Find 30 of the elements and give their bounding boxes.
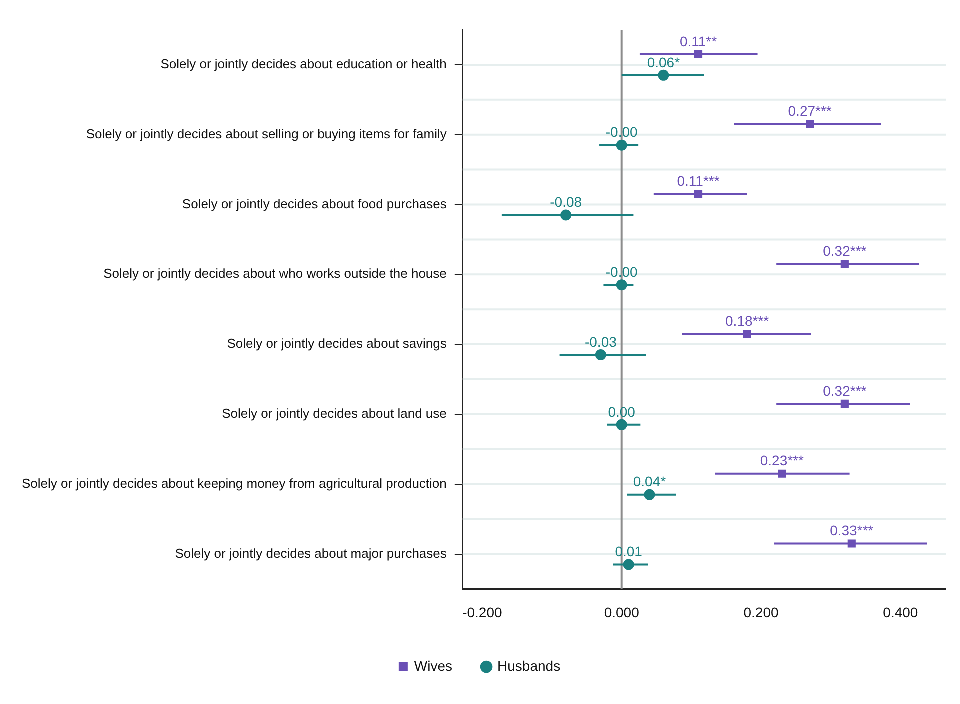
x-tick-label: 0.400	[883, 604, 918, 620]
y-tick-label: Solely or jointly decides about savings	[227, 336, 448, 352]
data-label: 0.01	[615, 544, 643, 560]
data-label: 0.32***	[823, 243, 868, 260]
data-label: 0.18***	[726, 312, 770, 329]
y-tick-label: Solely or jointly decides about selling or buying items for family	[86, 126, 448, 142]
y-tick-label: Solely or jointly decides about land use	[222, 406, 447, 422]
data-label: 0.32***	[823, 382, 868, 399]
legend-label: Wives	[414, 658, 453, 674]
data-label: -0.00	[606, 124, 638, 140]
data-label: 0.27***	[788, 103, 832, 120]
data-label: 0.06*	[647, 54, 681, 70]
data-label: -0.03	[584, 334, 618, 350]
y-tick-label: Solely or jointly decides about who works outside the house	[104, 266, 447, 282]
legend-label: Husbands	[498, 658, 561, 674]
data-label: -0.00	[606, 264, 638, 280]
y-tick-label: Solely or jointly decides about major purchases	[175, 546, 448, 561]
x-tick-label: 0.200	[744, 604, 779, 620]
data-label: 0.23***	[760, 452, 805, 469]
x-tick-label: 0.000	[604, 604, 640, 620]
data-label: 0.33***	[830, 522, 874, 539]
y-tick-label: Solely or jointly decides about food purchases	[182, 196, 448, 212]
data-label: 0.11***	[677, 173, 720, 190]
data-label: 0.11**	[680, 33, 718, 50]
y-tick-label: Solely or jointly decides about education or health	[160, 56, 447, 72]
data-label: 0.00	[608, 404, 636, 420]
x-tick-label: -0.200	[462, 604, 502, 620]
data-label: 0.04*	[633, 474, 667, 490]
y-tick-label: Solely or jointly decides about keeping money from agricultural production	[22, 476, 447, 491]
data-label: -0.08	[550, 194, 582, 210]
